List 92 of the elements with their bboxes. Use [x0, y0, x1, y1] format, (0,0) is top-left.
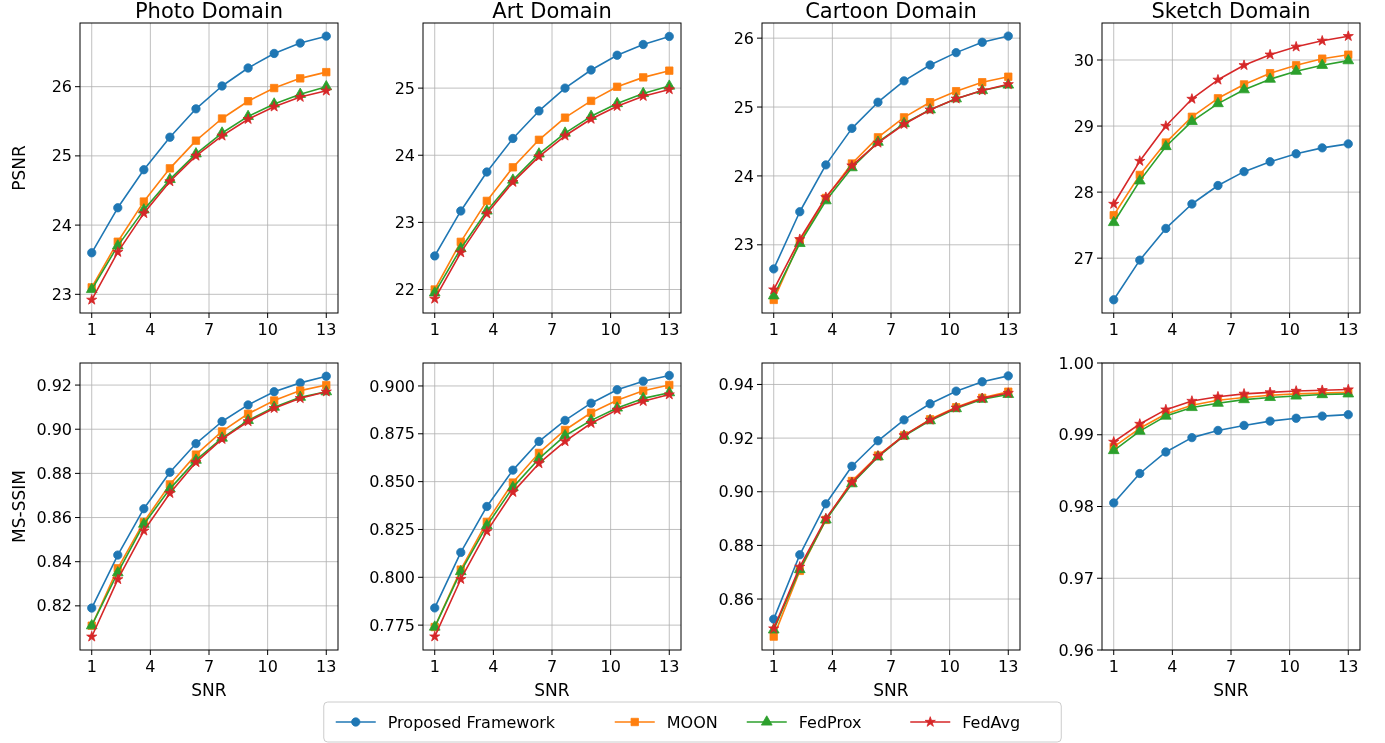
chart-title: Sketch Domain	[1151, 0, 1311, 23]
y-tick-label: 25	[733, 97, 754, 117]
x-tick-label: 1	[86, 320, 97, 339]
x-tick-label: 13	[316, 657, 337, 676]
x-tick-label: 1	[1108, 657, 1119, 676]
x-tick-label: 7	[885, 657, 897, 676]
x-tick-label: 13	[316, 320, 337, 339]
y-tick-label: 0.875	[369, 424, 415, 444]
x-tick-label: 7	[203, 657, 215, 676]
y-axis-title: MS-SSIM	[9, 470, 29, 543]
chart-title: Cartoon Domain	[805, 0, 977, 23]
y-tick-label: 0.99	[1058, 425, 1094, 445]
x-tick-label: 1	[768, 320, 779, 339]
x-tick-label: 7	[1225, 657, 1237, 676]
y-tick-label: 0.775	[369, 615, 415, 635]
y-tick-label: 24	[51, 215, 72, 235]
y-tick-label: 23	[394, 212, 415, 232]
y-tick-label: 27	[1073, 248, 1094, 268]
x-tick-label: 13	[659, 657, 680, 676]
y-tick-label: 25	[51, 146, 72, 166]
y-tick-label: 26	[51, 77, 72, 97]
y-tick-label: 0.88	[718, 535, 754, 555]
x-tick-label: 7	[1225, 320, 1237, 339]
x-tick-label: 13	[1338, 657, 1359, 676]
chart-title: Photo Domain	[134, 0, 284, 23]
y-tick-label: 0.82	[36, 596, 72, 616]
y-tick-label: 0.96	[1058, 640, 1094, 660]
x-tick-label: 7	[546, 657, 558, 676]
y-axis-title: PSNR	[9, 145, 29, 191]
x-tick-label: 7	[203, 320, 215, 339]
x-tick-label: 10	[600, 320, 621, 339]
x-tick-label: 4	[827, 320, 838, 339]
x-tick-label: 7	[546, 320, 558, 339]
x-tick-label: 4	[145, 320, 156, 339]
y-tick-label: 0.90	[718, 482, 754, 502]
x-tick-label: 13	[1338, 320, 1359, 339]
legend-label: FedProx	[798, 712, 862, 732]
y-tick-label: 0.94	[718, 375, 754, 395]
x-tick-label: 4	[488, 657, 499, 676]
y-tick-label: 0.92	[36, 375, 72, 395]
x-axis-title: SNR	[534, 680, 570, 700]
y-tick-label: 0.800	[369, 567, 415, 587]
x-tick-label: 4	[827, 657, 838, 676]
x-tick-label: 10	[600, 657, 621, 676]
x-tick-label: 13	[659, 320, 680, 339]
y-tick-label: 24	[394, 145, 415, 165]
y-tick-label: 23	[51, 284, 72, 304]
y-tick-label: 0.850	[369, 472, 415, 492]
x-tick-label: 10	[257, 657, 278, 676]
x-tick-label: 10	[257, 320, 278, 339]
y-tick-label: 0.84	[36, 552, 72, 572]
x-tick-label: 7	[885, 320, 897, 339]
x-tick-label: 4	[1167, 320, 1178, 339]
y-tick-label: 26	[733, 28, 754, 48]
y-tick-label: 28	[1073, 182, 1094, 202]
chart-title: Art Domain	[492, 0, 612, 23]
y-tick-label: 0.98	[1058, 497, 1094, 517]
y-tick-label: 0.92	[718, 428, 754, 448]
y-tick-label: 29	[1073, 116, 1094, 136]
y-tick-label: 0.88	[36, 463, 72, 483]
y-tick-label: 22	[394, 280, 415, 300]
x-axis-title: SNR	[1213, 680, 1249, 700]
x-tick-label: 13	[998, 320, 1019, 339]
x-tick-label: 4	[145, 657, 156, 676]
legend-label: FedAvg	[962, 712, 1021, 732]
x-tick-label: 10	[939, 320, 960, 339]
x-axis-title: SNR	[873, 680, 909, 700]
x-tick-label: 10	[1279, 657, 1300, 676]
x-tick-label: 1	[429, 320, 440, 339]
y-tick-label: 1.00	[1058, 353, 1094, 373]
y-tick-label: 0.90	[36, 419, 72, 439]
y-tick-label: 30	[1073, 50, 1094, 70]
legend-label: Proposed Framework	[387, 712, 556, 732]
x-tick-label: 13	[998, 657, 1019, 676]
x-tick-label: 1	[1108, 320, 1119, 339]
y-tick-label: 24	[733, 166, 754, 186]
x-tick-label: 1	[86, 657, 97, 676]
y-tick-label: 0.86	[36, 508, 72, 528]
legend-label: MOON	[666, 712, 718, 732]
y-tick-label: 25	[394, 78, 415, 98]
x-tick-label: 10	[1279, 320, 1300, 339]
y-tick-label: 0.825	[369, 520, 415, 540]
y-tick-label: 0.86	[718, 589, 754, 609]
y-tick-label: 0.900	[369, 376, 415, 396]
y-tick-label: 23	[733, 235, 754, 255]
x-tick-label: 4	[488, 320, 499, 339]
x-tick-label: 4	[1167, 657, 1178, 676]
x-tick-label: 1	[768, 657, 779, 676]
y-tick-label: 0.97	[1058, 568, 1094, 588]
x-axis-title: SNR	[191, 680, 227, 700]
x-tick-label: 10	[939, 657, 960, 676]
x-tick-label: 1	[429, 657, 440, 676]
